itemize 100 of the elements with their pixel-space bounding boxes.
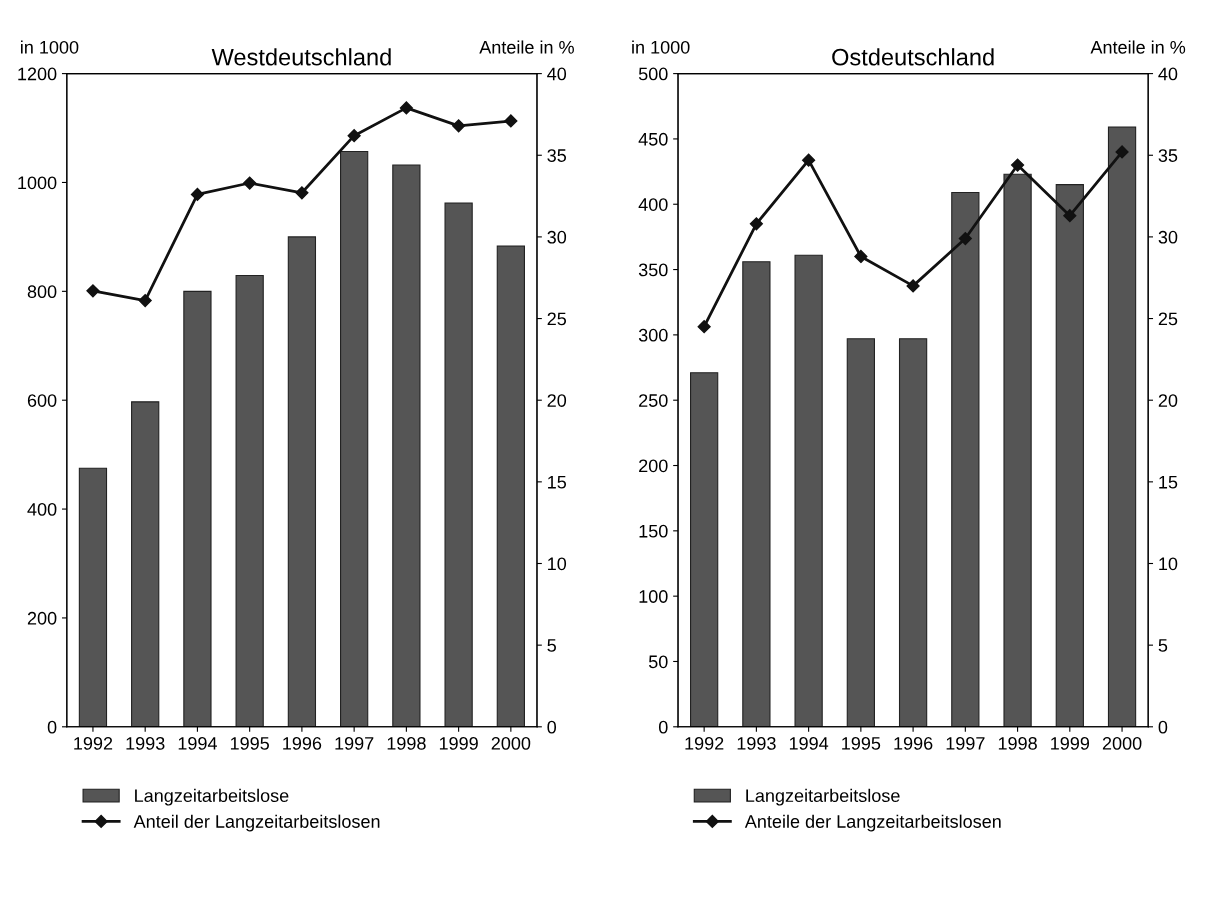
y-tick-label: 350 [638,263,668,277]
y-tick-label: 1000 [18,176,57,190]
bar [1107,126,1137,727]
y-tick-label: 400 [27,503,57,516]
bar [1055,184,1084,727]
y2-tick-label: 25 [547,312,567,326]
bar [131,401,160,727]
bar [392,164,421,727]
y2-tick-label: 35 [1158,149,1178,162]
point [802,153,816,167]
x-tick-label: 1994 [789,737,829,750]
x-tick-label: 1996 [894,737,933,750]
x-tick-label: 2000 [491,737,531,750]
point [697,320,711,334]
bar [846,338,875,727]
y-tick-label: 0 [47,720,57,734]
x-tick-label: 1997 [946,737,985,750]
y2-tick-label: 5 [1158,639,1168,652]
y-tick-label: 250 [639,394,668,407]
x-tick-label: 1993 [737,737,776,750]
y-tick-label: 500 [638,67,668,81]
x-tick-label: 1993 [126,737,165,750]
bar [742,261,771,727]
x-tick-label: 1997 [335,737,374,750]
y-tick-label: 100 [639,590,668,603]
y2-tick-label: 5 [547,639,556,652]
legend-label: Langzeitarbeitslose [135,788,289,806]
legend-label: Anteile der Langzeitarbeitslosen [744,814,1001,832]
bar [287,236,317,727]
point [958,231,972,246]
bar [496,245,525,727]
x-tick-label: 1994 [178,737,217,750]
y2-tick-label: 15 [548,475,567,489]
y2-tick-label: 25 [1158,312,1178,326]
x-tick-label: 1998 [387,737,426,750]
bar [340,150,369,727]
bar [951,191,980,727]
x-tick-label: 1996 [283,737,322,750]
point [347,129,361,143]
bar [794,254,823,727]
x-tick-label: 1992 [685,737,724,750]
y2-tick-label: 40 [1158,67,1178,81]
chart-title: Ostdeutschland [832,48,994,66]
y2-tick-label: 20 [1158,394,1178,407]
bar [235,274,264,727]
y2-tick-label: 30 [547,230,567,244]
y-tick-label: 1200 [18,67,57,81]
point [749,217,763,231]
point [854,249,868,264]
x-tick-label: 1992 [74,737,113,750]
y-tick-label: 50 [648,655,668,669]
bar [690,372,719,727]
point [86,284,100,298]
x-tick-label: 1999 [439,737,478,750]
x-tick-label: 1999 [1051,737,1090,750]
legend-label: Anteil der Langzeitarbeitslosen [133,814,380,832]
x-tick-label: 1998 [998,737,1037,750]
y-tick-label: 150 [639,524,668,538]
y2-tick-label: 10 [1159,557,1178,571]
x-tick-label: 1995 [842,737,881,750]
bar [183,290,212,727]
legend-label: Langzeitarbeitslose [746,788,900,806]
y2-tick-label: 30 [1158,230,1178,244]
y2-tick-label: 0 [1158,720,1168,734]
point [138,293,152,308]
y2-tick-label: 15 [1159,475,1178,489]
point [906,279,920,293]
y2-tick-label: 20 [547,394,567,407]
bar [1003,173,1032,727]
point [243,176,257,190]
bar [78,467,108,727]
bar [444,202,473,727]
y2-tick-label: 10 [548,557,567,571]
y-tick-label: 0 [658,720,668,734]
point [399,101,413,115]
y-tick-label: 200 [639,459,668,473]
point [1010,158,1025,172]
point [1063,209,1077,223]
y2-tick-label: 0 [547,720,557,734]
y2-tick-label: 35 [547,149,567,162]
y-axis-title: in 1000 [632,40,690,54]
y2-tick-label: 40 [547,67,567,81]
point [452,119,466,133]
point [504,114,518,128]
point [190,187,205,202]
y-axis-title: in 1000 [21,40,79,54]
bar [898,338,928,727]
y2-axis-title: Anteile in % [479,40,574,54]
y-tick-label: 450 [638,132,668,146]
y-tick-label: 300 [638,328,668,342]
x-tick-label: 1995 [230,737,269,750]
x-tick-label: 2000 [1102,737,1142,750]
y2-axis-title: Anteile in % [1090,40,1186,54]
y-tick-label: 400 [638,198,668,211]
y-tick-label: 600 [27,394,57,407]
point [1115,145,1129,159]
y-tick-label: 800 [27,285,57,299]
y-tick-label: 200 [27,611,57,625]
point [295,186,309,200]
chart-title: Westdeutschland [211,48,391,66]
